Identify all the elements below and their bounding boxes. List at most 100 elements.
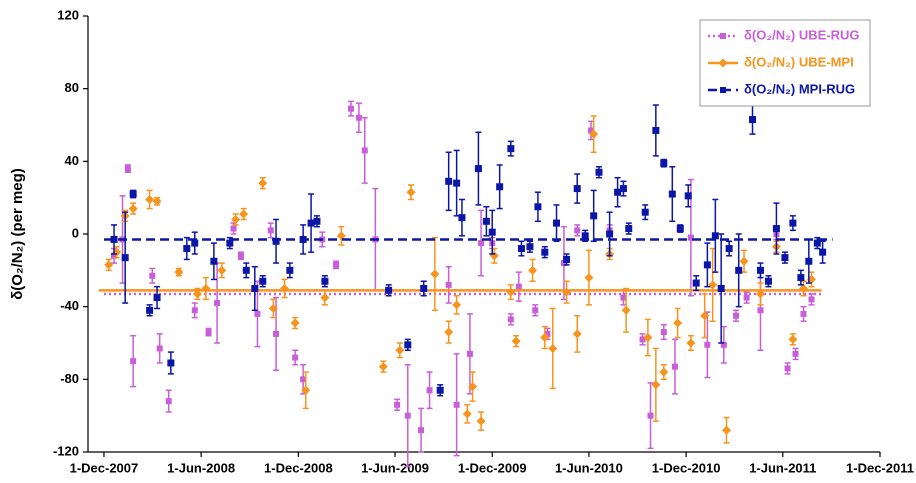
marker [251, 285, 259, 292]
marker [239, 209, 249, 219]
marker [121, 254, 129, 262]
marker [128, 204, 138, 214]
marker [659, 367, 669, 377]
marker [226, 239, 234, 247]
marker [156, 345, 163, 352]
x-tick-label: 1-Jun-2008 [167, 460, 235, 475]
marker [619, 185, 627, 193]
marker [152, 196, 162, 206]
marker [394, 401, 401, 408]
legend-label: δ(O₂/N₂) UBE-MPI [744, 54, 854, 69]
marker [404, 412, 411, 419]
x-tick-label: 1-Dec-2009 [458, 460, 527, 475]
marker [563, 255, 571, 263]
marker [574, 227, 581, 234]
marker [560, 260, 567, 267]
marker [507, 145, 515, 153]
marker [426, 387, 433, 394]
marker [111, 252, 118, 259]
marker [267, 227, 274, 234]
marker [781, 254, 789, 262]
marker [217, 265, 227, 275]
marker [718, 58, 728, 68]
marker [606, 230, 614, 238]
marker [584, 273, 594, 283]
marker [237, 252, 244, 259]
marker [671, 363, 678, 370]
y-tick-label: 120 [57, 7, 79, 22]
marker [515, 283, 522, 290]
marker [797, 274, 805, 282]
marker [355, 114, 362, 121]
marker [468, 382, 478, 392]
marker [526, 243, 534, 251]
marker [534, 203, 542, 211]
marker [743, 294, 750, 301]
y-tick-label: -80 [60, 371, 79, 386]
marker [205, 329, 212, 336]
marker [320, 293, 330, 303]
marker [651, 380, 661, 390]
marker [789, 219, 797, 227]
marker [703, 261, 711, 269]
marker [259, 277, 267, 285]
legend-label: δ(O₂/N₂) MPI-RUG [744, 81, 855, 96]
marker [772, 225, 780, 233]
marker [299, 235, 307, 243]
x-tick-label: 1-Jun-2011 [749, 460, 816, 475]
x-tick-label: 1-Dec-2010 [652, 460, 721, 475]
marker [404, 341, 412, 349]
marker [532, 307, 539, 314]
marker [378, 362, 388, 372]
marker [735, 266, 743, 274]
marker [595, 168, 603, 176]
x-tick-label: 1-Jun-2010 [555, 460, 623, 475]
marker [488, 228, 496, 236]
marker [517, 245, 525, 253]
marker [813, 239, 821, 247]
marker [641, 208, 649, 216]
marker [466, 350, 473, 357]
marker [149, 272, 156, 279]
marker [511, 336, 521, 346]
legend-label: δ(O₂/N₂) UBE-RUG [744, 27, 859, 42]
marker [819, 248, 827, 256]
marker [192, 289, 202, 299]
marker [321, 277, 329, 285]
marker [692, 279, 700, 287]
marker [418, 427, 425, 434]
marker [647, 412, 654, 419]
marker [174, 267, 184, 277]
marker [700, 311, 710, 321]
marker [445, 177, 453, 185]
marker [165, 398, 172, 405]
marker [756, 266, 764, 274]
marker [444, 327, 454, 337]
marker [268, 303, 278, 313]
marker [540, 333, 550, 343]
marker [676, 225, 684, 233]
marker [572, 329, 582, 339]
marker [489, 251, 499, 261]
marker [482, 217, 490, 225]
marker [273, 330, 280, 337]
marker [361, 147, 368, 154]
marker [430, 269, 440, 279]
marker [129, 190, 137, 198]
marker [452, 300, 462, 310]
marker [573, 185, 581, 193]
marker [614, 188, 622, 196]
marker [684, 192, 692, 200]
marker [104, 260, 114, 270]
marker [462, 409, 472, 419]
marker [191, 239, 199, 247]
marker [307, 219, 315, 227]
y-tick-label: -40 [60, 298, 79, 313]
marker [717, 285, 725, 292]
marker [805, 257, 813, 265]
marker [800, 310, 807, 317]
y-axis-title: δ(O₂/N₂) (per meg) [9, 168, 26, 300]
marker [453, 179, 461, 187]
marker [292, 354, 299, 361]
